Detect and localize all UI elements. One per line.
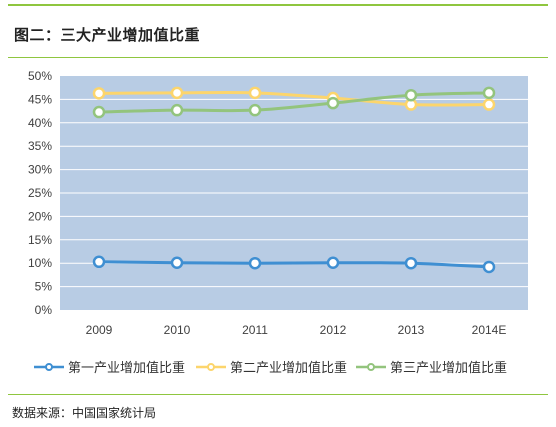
chart-area: 0% 5% 10% 15% 20% 25% 30% 35% 40% 45% 50% 2009 2010… (0, 60, 556, 400)
data-point (248, 256, 262, 270)
y-tick-label: 5% (35, 280, 53, 294)
x-tick-label: 2014E (472, 323, 507, 337)
y-tick-label: 40% (28, 116, 52, 130)
data-point (92, 255, 106, 269)
legend-marker (45, 363, 53, 371)
y-tick-label: 15% (28, 233, 52, 247)
data-point (326, 96, 340, 110)
data-point (326, 256, 340, 269)
data-point (482, 260, 496, 274)
title-divider (8, 57, 548, 58)
data-point (248, 103, 262, 117)
line-chart: 0% 5% 10% 15% 20% 25% 30% 35% 40% 45% 50% 2009 2010… (28, 69, 528, 375)
data-source-note: 数据来源：中国国家统计局 (12, 406, 157, 420)
data-point (248, 86, 262, 100)
data-point (482, 86, 496, 100)
series-1 (92, 255, 496, 274)
data-point (92, 105, 106, 119)
chart-title: 图二：三大产业增加值比重 (14, 26, 201, 44)
data-point (170, 103, 184, 117)
x-tick-label: 2011 (242, 323, 268, 337)
series-3 (92, 86, 496, 119)
legend-item-1: 第一产业增加值比重 (34, 360, 185, 375)
y-tick-label: 35% (28, 139, 52, 153)
y-axis-ticks: 0% 5% 10% 15% 20% 25% 30% 35% 40% 45% 50% (28, 69, 52, 317)
bottom-divider (8, 394, 548, 395)
legend-label: 第三产业增加值比重 (390, 360, 507, 375)
legend-item-2: 第二产业增加值比重 (196, 360, 347, 375)
x-axis-ticks: 2009 2010 2011 2012 2013 2014E (86, 323, 507, 337)
legend-label: 第一产业增加值比重 (68, 360, 185, 375)
data-point (404, 88, 418, 102)
data-point (92, 87, 106, 100)
top-divider (8, 4, 548, 6)
data-point (170, 86, 184, 100)
x-tick-label: 2009 (86, 323, 113, 337)
x-tick-label: 2012 (320, 323, 347, 337)
y-tick-label: 45% (28, 92, 52, 106)
x-tick-label: 2013 (398, 323, 425, 337)
series-line (98, 91, 490, 114)
x-tick-label: 2010 (164, 323, 191, 337)
legend-label: 第二产业增加值比重 (230, 360, 347, 375)
series-2 (92, 86, 496, 111)
y-tick-label: 20% (28, 209, 52, 223)
legend: 第一产业增加值比重 第二产业增加值比重 第三产业增加值比重 (34, 360, 507, 375)
y-tick-label: 0% (35, 303, 53, 317)
legend-marker (207, 363, 215, 371)
data-point (482, 98, 496, 111)
data-point (404, 256, 418, 270)
legend-marker (367, 363, 375, 371)
y-tick-label: 50% (28, 69, 52, 83)
legend-item-3: 第三产业增加值比重 (356, 360, 507, 375)
series-line (98, 260, 490, 269)
series-line (98, 90, 490, 107)
y-tick-label: 30% (28, 163, 52, 177)
y-tick-label: 25% (28, 186, 52, 200)
y-tick-label: 10% (28, 256, 52, 270)
data-point (170, 256, 184, 269)
series-lines (92, 86, 496, 274)
